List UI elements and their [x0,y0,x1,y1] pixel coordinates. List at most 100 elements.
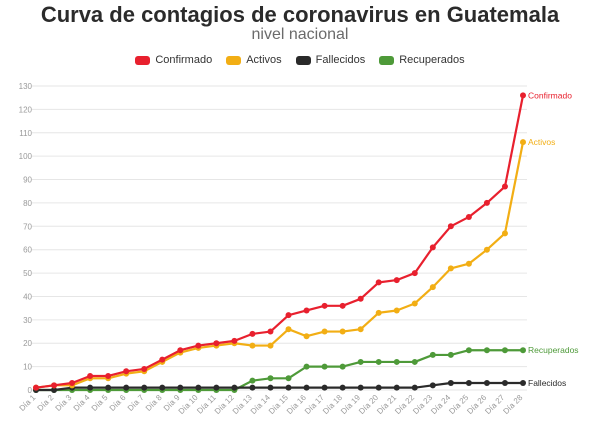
data-point-fallecidos [465,379,472,386]
data-point-recuperados [393,358,400,365]
data-point-recuperados [447,351,454,358]
data-point-confirmado [429,244,436,251]
y-tick-label: 10 [23,363,32,372]
data-point-confirmado [87,372,94,379]
series-line-fallecidos [36,381,523,392]
legend-item-confirmado[interactable]: Confirmado [135,54,212,66]
x-tick-label: Día 28 [501,393,524,416]
data-point-activos [447,265,454,272]
end-label-confirmado: Confirmado [528,90,572,100]
data-point-confirmado [393,277,400,284]
legend-swatch [379,55,395,65]
data-point-recuperados [375,358,382,365]
legend-item-recuperados[interactable]: Recuperados [379,54,465,66]
data-point-fallecidos [123,384,130,391]
data-point-activos [285,326,292,333]
y-tick-label: 110 [19,129,32,138]
data-point-activos [357,326,364,333]
data-point-fallecidos [195,384,202,391]
data-point-fallecidos [141,384,148,391]
data-point-confirmado [520,92,526,99]
data-point-confirmado [123,368,130,375]
data-point-recuperados [520,347,526,354]
data-point-fallecidos [357,384,364,391]
data-point-activos [465,260,472,267]
x-tick-label: Día 7 [126,393,146,413]
x-tick-label: Día 3 [54,393,74,413]
data-point-recuperados [501,347,508,354]
y-tick-label: 40 [23,292,32,301]
x-tick-label: Día 6 [108,393,128,413]
x-tick-label: Día 1 [18,393,38,413]
data-point-fallecidos [375,384,382,391]
data-point-activos [501,230,508,237]
data-point-confirmado [249,330,256,337]
y-tick-label: 60 [23,246,32,255]
y-tick-label: 100 [19,152,33,161]
data-point-recuperados [303,363,310,370]
data-point-confirmado [267,328,274,335]
data-point-confirmado [321,302,328,309]
series-line-activos [35,141,525,389]
data-point-confirmado [231,337,238,344]
data-point-fallecidos [87,384,94,391]
data-point-recuperados [321,363,328,370]
data-point-fallecidos [411,384,418,391]
series-line-recuperados [36,349,523,392]
chart-title: Curva de contagios de coronavirus en Gua… [40,2,560,27]
legend-item-activos[interactable]: Activos [226,54,282,66]
x-tick-label: Día 2 [36,393,56,413]
data-point-recuperados [267,375,274,382]
chart-subtitle: nivel nacional [251,26,349,43]
data-point-activos [375,309,382,316]
legend-swatch [226,55,242,65]
y-tick-label: 20 [23,339,32,348]
data-point-fallecidos [393,384,400,391]
data-point-fallecidos [51,387,58,393]
x-tick-label: Día 4 [72,393,92,413]
data-point-confirmado [69,379,76,386]
legend-label: Recuperados [399,54,465,66]
data-point-fallecidos [520,379,526,386]
y-tick-label: 130 [19,82,33,91]
data-point-activos [339,328,346,335]
y-tick-label: 90 [23,176,32,185]
legend-item-fallecidos[interactable]: Fallecidos [295,54,365,66]
data-point-fallecidos [105,384,112,391]
data-point-fallecidos [249,384,256,391]
data-point-activos [249,342,256,349]
y-tick-label: 120 [19,105,33,114]
x-tick-label: Día 10 [177,393,200,416]
end-label-recuperados: Recuperados [528,345,579,355]
data-point-fallecidos [339,384,346,391]
data-point-activos [393,307,400,314]
legend-label: Activos [246,54,282,66]
data-point-confirmado [447,223,454,230]
data-point-fallecidos [231,384,238,391]
data-point-recuperados [483,347,490,354]
data-point-confirmado [33,384,39,391]
data-point-confirmado [177,347,184,354]
data-point-recuperados [429,351,436,358]
data-point-activos [483,246,490,253]
data-point-fallecidos [483,379,490,386]
data-point-confirmado [285,312,292,319]
data-point-confirmado [195,342,202,349]
data-point-confirmado [141,365,148,372]
data-point-fallecidos [321,384,328,391]
legend-label: Confirmado [155,54,213,66]
data-point-fallecidos [159,384,166,391]
data-point-confirmado [465,213,472,220]
data-point-confirmado [159,356,166,363]
x-tick-label: Día 8 [144,393,164,413]
data-point-confirmado [213,340,220,347]
data-point-fallecidos [267,384,274,391]
data-point-activos [303,333,310,340]
series-line-confirmado [35,95,525,389]
y-tick-label: 50 [23,269,32,278]
legend-swatch [135,55,151,65]
data-point-confirmado [357,295,364,302]
data-point-activos [267,342,274,349]
data-point-activos [429,284,436,291]
data-point-activos [411,300,418,307]
